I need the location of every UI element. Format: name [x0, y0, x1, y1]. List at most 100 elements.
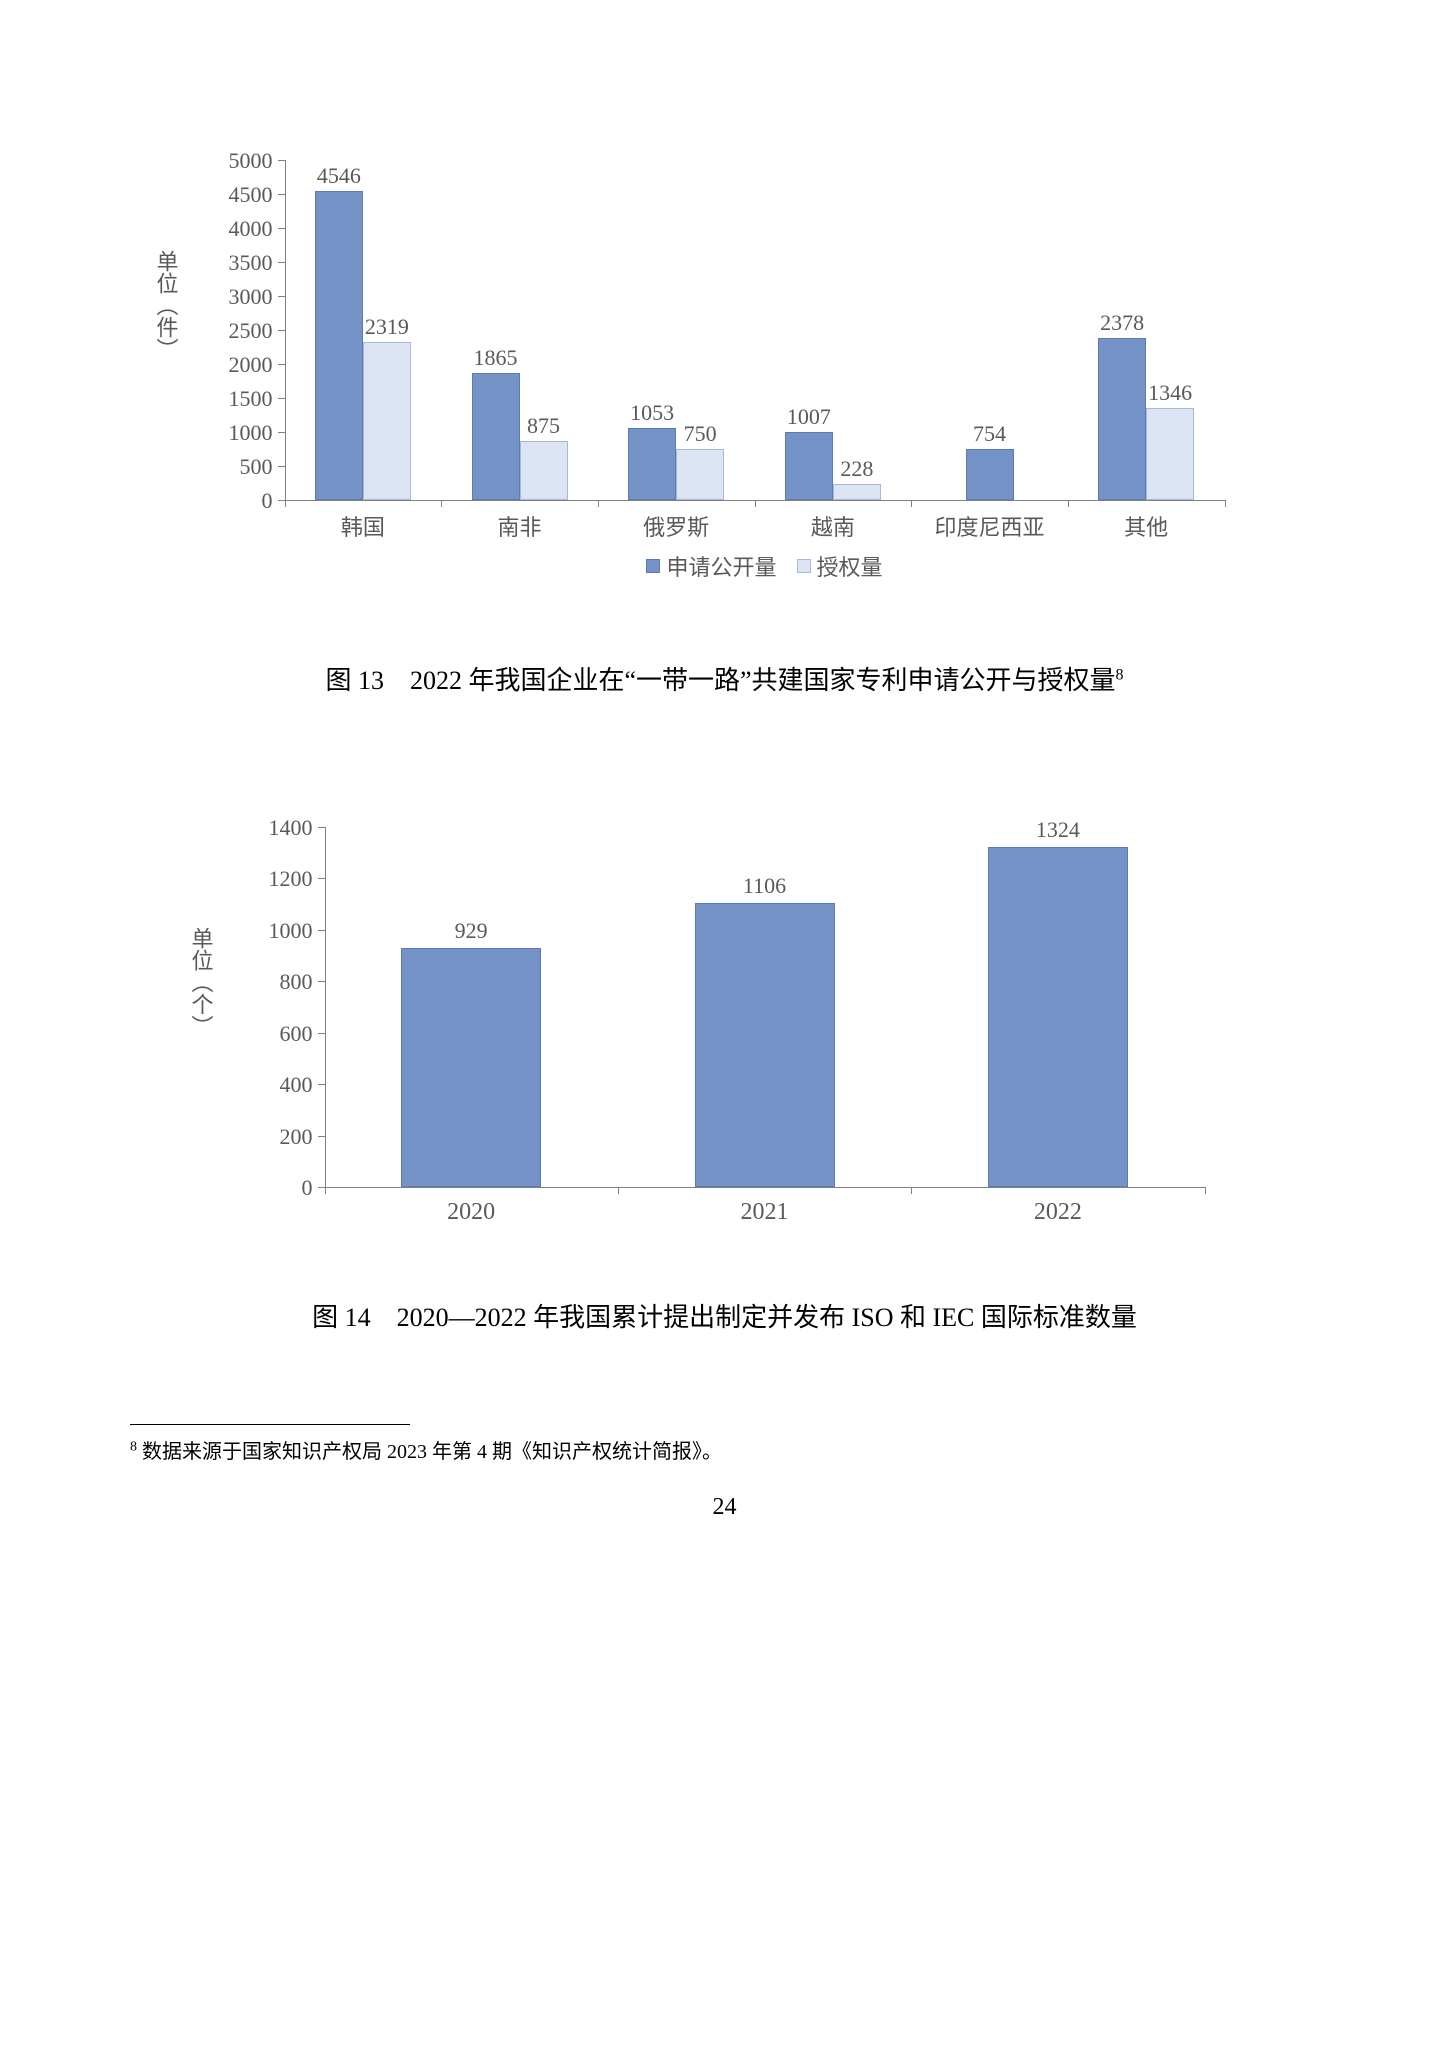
y-axis — [285, 160, 286, 500]
bar-series2 — [1146, 408, 1194, 500]
y-tick — [318, 1084, 325, 1085]
y-tick-label: 0 — [225, 1175, 313, 1201]
x-tick — [325, 1187, 326, 1194]
y-tick-label: 2000 — [195, 352, 273, 378]
bar-series2 — [363, 342, 411, 500]
y-tick — [318, 1187, 325, 1188]
x-tick — [618, 1187, 619, 1194]
bar-value-label: 1346 — [1134, 380, 1206, 406]
y-tick — [278, 194, 285, 195]
y-tick-label: 3000 — [195, 284, 273, 310]
y-tick — [278, 500, 285, 501]
y-tick — [278, 466, 285, 467]
x-tick — [911, 500, 912, 507]
bar-value-label: 1324 — [968, 817, 1148, 843]
footnote-8: 8 数据来源于国家知识产权局 2023 年第 4 期《知识产权统计简报》。 — [130, 1435, 1319, 1464]
x-tick — [285, 500, 286, 507]
y-tick — [318, 1136, 325, 1137]
bar-series2 — [676, 449, 724, 500]
legend-swatch — [797, 559, 811, 573]
figure-14-caption: 图 14 2020—2022 年我国累计提出制定并发布 ISO 和 IEC 国际… — [130, 1297, 1319, 1334]
bar-series2 — [833, 484, 881, 500]
y-tick-label: 1000 — [195, 420, 273, 446]
y-tick — [278, 160, 285, 161]
y-tick — [278, 262, 285, 263]
footnote-rule — [130, 1424, 410, 1425]
figure-13-caption-text: 图 13 2022 年我国企业在“一带一路”共建国家专利申请公开与授权量 — [325, 666, 1115, 695]
y-tick-label: 800 — [225, 969, 313, 995]
y-tick — [278, 228, 285, 229]
x-tick — [1205, 1187, 1206, 1194]
category-label: 2022 — [911, 1199, 1204, 1226]
bar — [695, 903, 835, 1187]
figure-13-caption: 图 13 2022 年我国企业在“一带一路”共建国家专利申请公开与授权量8 — [130, 660, 1319, 697]
bar-value-label: 1865 — [460, 345, 532, 371]
y-tick — [318, 878, 325, 879]
chart-14-iso-iec-standards: 0200400600800100012001400单位（个）2020929202… — [225, 817, 1225, 1257]
bar-series1 — [315, 191, 363, 500]
bar-value-label: 929 — [381, 918, 561, 944]
category-label: 2021 — [618, 1199, 911, 1226]
bar-series2 — [520, 441, 568, 501]
bar-value-label: 875 — [508, 413, 580, 439]
x-tick — [755, 500, 756, 507]
category-label: 俄罗斯 — [598, 510, 755, 542]
x-tick — [911, 1187, 912, 1194]
y-axis-title: 单位（个） — [185, 927, 217, 1037]
y-tick — [318, 1033, 325, 1034]
x-tick — [441, 500, 442, 507]
bar — [401, 948, 541, 1187]
y-tick-label: 2500 — [195, 318, 273, 344]
figure-14-caption-text: 图 14 2020—2022 年我国累计提出制定并发布 ISO 和 IEC 国际… — [312, 1303, 1137, 1332]
y-tick-label: 600 — [225, 1021, 313, 1047]
bar-value-label: 4546 — [303, 163, 375, 189]
legend-label: 申请公开量 — [666, 550, 776, 582]
chart-13-patent-applications: 0 500 1000 1500 2000 2500 3000 3500 4000 4500 5000… — [195, 150, 1255, 620]
y-tick-label: 1200 — [225, 866, 313, 892]
x-tick — [1068, 500, 1069, 507]
bar-series1 — [966, 449, 1014, 500]
page-number: 24 — [130, 1494, 1319, 1521]
bar-value-label: 1106 — [675, 873, 855, 899]
category-label: 2020 — [325, 1199, 618, 1226]
bar-value-label: 1007 — [773, 404, 845, 430]
bar — [988, 847, 1128, 1187]
y-tick-label: 3500 — [195, 250, 273, 276]
y-tick-label: 1400 — [225, 815, 313, 841]
y-tick-label: 0 — [195, 488, 273, 514]
bar-value-label: 754 — [954, 421, 1026, 447]
category-label: 其他 — [1068, 510, 1225, 542]
legend-swatch — [646, 559, 660, 573]
y-tick — [278, 432, 285, 433]
y-tick — [318, 981, 325, 982]
y-tick — [278, 398, 285, 399]
x-tick — [598, 500, 599, 507]
x-axis — [325, 1187, 1205, 1188]
y-tick — [318, 827, 325, 828]
x-tick — [1225, 500, 1226, 507]
y-tick — [278, 296, 285, 297]
category-label: 越南 — [755, 510, 912, 542]
y-tick — [278, 330, 285, 331]
footnote-marker-8: 8 — [1116, 666, 1124, 683]
y-tick-label: 5000 — [195, 148, 273, 174]
bar-value-label: 2319 — [351, 314, 423, 340]
legend-item-series1: 申请公开量 — [646, 550, 776, 582]
legend-label: 授权量 — [817, 550, 883, 582]
legend: 申请公开量 授权量 — [605, 550, 925, 582]
footnote-8-text: 数据来源于国家知识产权局 2023 年第 4 期《知识产权统计简报》。 — [142, 1441, 722, 1463]
footnote-8-marker: 8 — [130, 1439, 137, 1454]
y-tick-label: 200 — [225, 1124, 313, 1150]
category-label: 韩国 — [285, 510, 442, 542]
y-tick — [318, 930, 325, 931]
y-tick-label: 4000 — [195, 216, 273, 242]
y-tick-label: 400 — [225, 1072, 313, 1098]
bar-value-label: 228 — [821, 456, 893, 482]
y-tick-label: 4500 — [195, 182, 273, 208]
y-tick-label: 500 — [195, 454, 273, 480]
y-axis-title: 单位（件） — [150, 250, 182, 360]
y-tick-label: 1500 — [195, 386, 273, 412]
category-label: 印度尼西亚 — [911, 510, 1068, 542]
y-tick — [278, 364, 285, 365]
y-tick-label: 1000 — [225, 918, 313, 944]
